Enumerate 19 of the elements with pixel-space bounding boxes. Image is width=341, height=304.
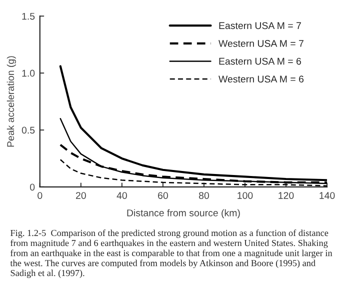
y-tick-label: 0	[30, 184, 35, 191]
y-axis-title: Peak acceleration (g)	[6, 56, 16, 147]
legend-label: Western USA M = 7	[218, 40, 304, 47]
x-tick-label: 60	[158, 192, 168, 199]
caption: Fig. 1.2-5 Comparison of the predicted strong ground motion as a function of distance from magnitude 7 and 6 earthquakes in the eastern and western United States. Shaking from an earthquake in the east is comparable to that from one a magnitude unit larger in the west. The curves are computed from models by Atkinson and Boore (1995) and Sadigh et al. (1997).	[10, 230, 332, 278]
x-tick-label: 100	[238, 192, 253, 199]
legend-label: Western USA M = 6	[218, 76, 304, 83]
x-tick-label: 120	[278, 192, 294, 199]
x-tick-label: 140	[320, 192, 335, 199]
y-tick-label: 1.5	[22, 12, 35, 20]
legend-label: Eastern USA M = 7	[219, 22, 301, 30]
x-tick-label: 80	[198, 192, 209, 199]
y-tick-label: 0.5	[22, 126, 35, 134]
x-axis-title: Distance from source (km)	[127, 209, 240, 218]
x-tick-label: 20	[76, 192, 86, 199]
x-tick-label: 40	[116, 192, 127, 199]
y-tick-label: 1.0	[22, 70, 35, 77]
legend-label: Eastern USA M = 6	[219, 58, 302, 65]
x-tick-label: 0	[38, 192, 42, 199]
